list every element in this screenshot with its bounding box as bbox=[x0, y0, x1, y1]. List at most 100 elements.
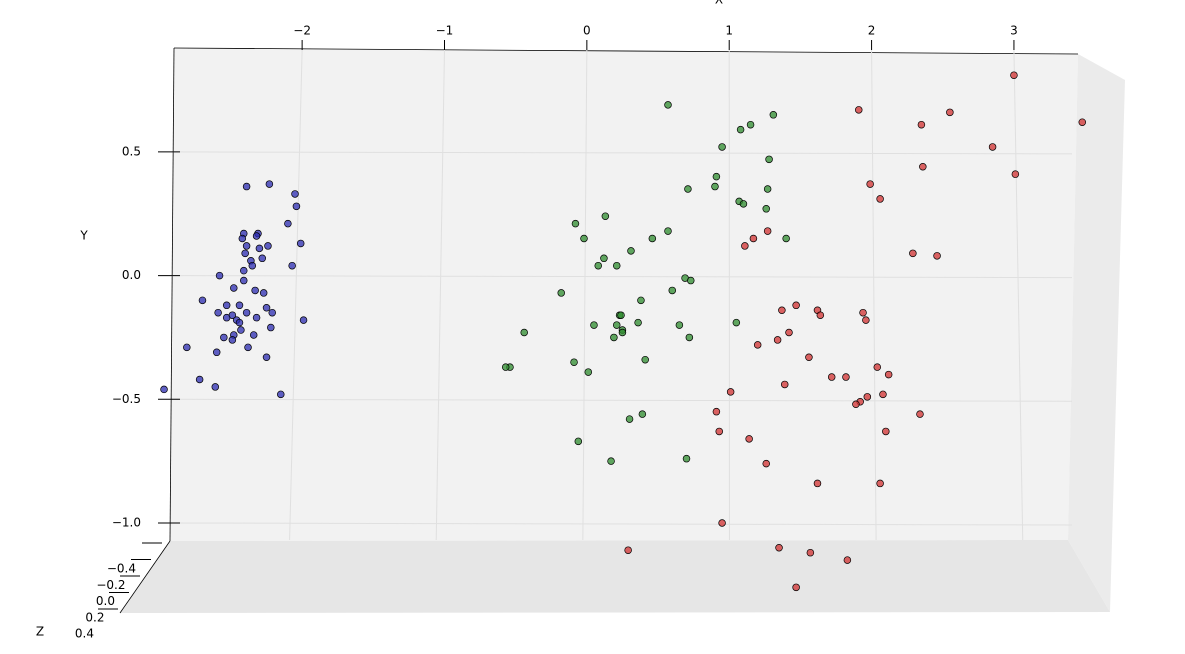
point bbox=[687, 276, 695, 285]
point bbox=[765, 155, 773, 164]
point bbox=[842, 373, 850, 381]
grid-line bbox=[582, 49, 588, 541]
x-tick-label: −2 bbox=[293, 24, 311, 38]
point bbox=[610, 333, 618, 342]
point bbox=[574, 437, 583, 446]
point bbox=[988, 143, 997, 151]
point bbox=[607, 457, 615, 465]
point bbox=[1078, 118, 1087, 126]
point bbox=[264, 242, 272, 250]
point bbox=[601, 212, 610, 220]
point bbox=[590, 321, 598, 329]
point bbox=[600, 254, 608, 263]
point bbox=[262, 304, 271, 312]
point bbox=[753, 341, 762, 349]
point bbox=[292, 202, 301, 211]
point bbox=[718, 143, 726, 151]
point bbox=[265, 180, 274, 188]
point bbox=[762, 459, 770, 468]
point bbox=[762, 205, 770, 213]
point bbox=[299, 316, 308, 324]
point bbox=[627, 247, 635, 255]
point bbox=[230, 284, 238, 292]
point bbox=[746, 120, 755, 129]
point bbox=[634, 318, 642, 327]
point bbox=[1010, 71, 1018, 79]
point bbox=[238, 234, 247, 243]
point bbox=[827, 373, 836, 381]
point bbox=[235, 301, 244, 310]
point bbox=[782, 234, 790, 243]
point bbox=[736, 125, 745, 134]
y-axis-line bbox=[169, 47, 175, 542]
x-tick-label: 2 bbox=[868, 24, 876, 38]
point bbox=[866, 180, 874, 188]
point bbox=[664, 101, 672, 109]
z-axis-label: Z bbox=[36, 625, 44, 639]
point bbox=[242, 308, 251, 317]
z-tick-label: −0.4 bbox=[107, 562, 136, 576]
point bbox=[712, 172, 721, 181]
point bbox=[816, 311, 825, 319]
point bbox=[584, 368, 593, 376]
point bbox=[222, 301, 231, 310]
point bbox=[618, 328, 627, 337]
point bbox=[625, 415, 634, 423]
point bbox=[183, 343, 191, 352]
point bbox=[712, 407, 721, 416]
point bbox=[228, 336, 237, 344]
grid-line bbox=[1013, 49, 1024, 541]
point bbox=[792, 583, 800, 592]
point bbox=[594, 261, 602, 270]
point bbox=[571, 219, 580, 228]
point bbox=[251, 286, 259, 295]
point bbox=[240, 266, 248, 275]
point bbox=[296, 239, 305, 248]
point bbox=[248, 261, 257, 270]
point bbox=[668, 286, 677, 295]
point bbox=[291, 190, 299, 198]
y-tick-label: −0.5 bbox=[112, 392, 141, 406]
floor-pane bbox=[120, 540, 1110, 613]
x-tick-label: 3 bbox=[1010, 24, 1018, 38]
point bbox=[641, 355, 649, 364]
point bbox=[557, 289, 565, 297]
point bbox=[259, 289, 268, 297]
grid-line bbox=[289, 49, 303, 541]
point bbox=[919, 163, 927, 171]
y-tick-label: −1.0 bbox=[112, 516, 141, 530]
point bbox=[785, 328, 793, 337]
point bbox=[637, 296, 645, 305]
point bbox=[277, 390, 285, 399]
point bbox=[237, 326, 245, 334]
point bbox=[876, 195, 884, 203]
point bbox=[769, 111, 778, 119]
x-tick-label: 0 bbox=[583, 24, 591, 38]
point bbox=[612, 261, 621, 270]
point bbox=[675, 321, 684, 329]
point bbox=[732, 318, 741, 327]
point bbox=[745, 435, 753, 443]
point bbox=[241, 249, 249, 258]
x-tick-label: 1 bbox=[725, 24, 733, 38]
point bbox=[773, 336, 782, 344]
point bbox=[252, 313, 261, 322]
point bbox=[780, 380, 789, 389]
point bbox=[268, 308, 276, 317]
point bbox=[879, 390, 887, 399]
point bbox=[909, 249, 917, 258]
point bbox=[917, 120, 926, 129]
point bbox=[198, 296, 207, 305]
point bbox=[852, 400, 860, 409]
z-tick-label: 0.0 bbox=[96, 594, 115, 608]
y-tick-label: 0.0 bbox=[122, 268, 141, 282]
point bbox=[235, 318, 244, 327]
point bbox=[882, 427, 890, 436]
grid-line bbox=[171, 151, 1073, 155]
back-pane bbox=[170, 48, 1078, 541]
point bbox=[242, 242, 251, 250]
point bbox=[648, 234, 657, 243]
point bbox=[664, 227, 672, 235]
grid-line bbox=[435, 49, 445, 541]
point bbox=[763, 185, 772, 193]
